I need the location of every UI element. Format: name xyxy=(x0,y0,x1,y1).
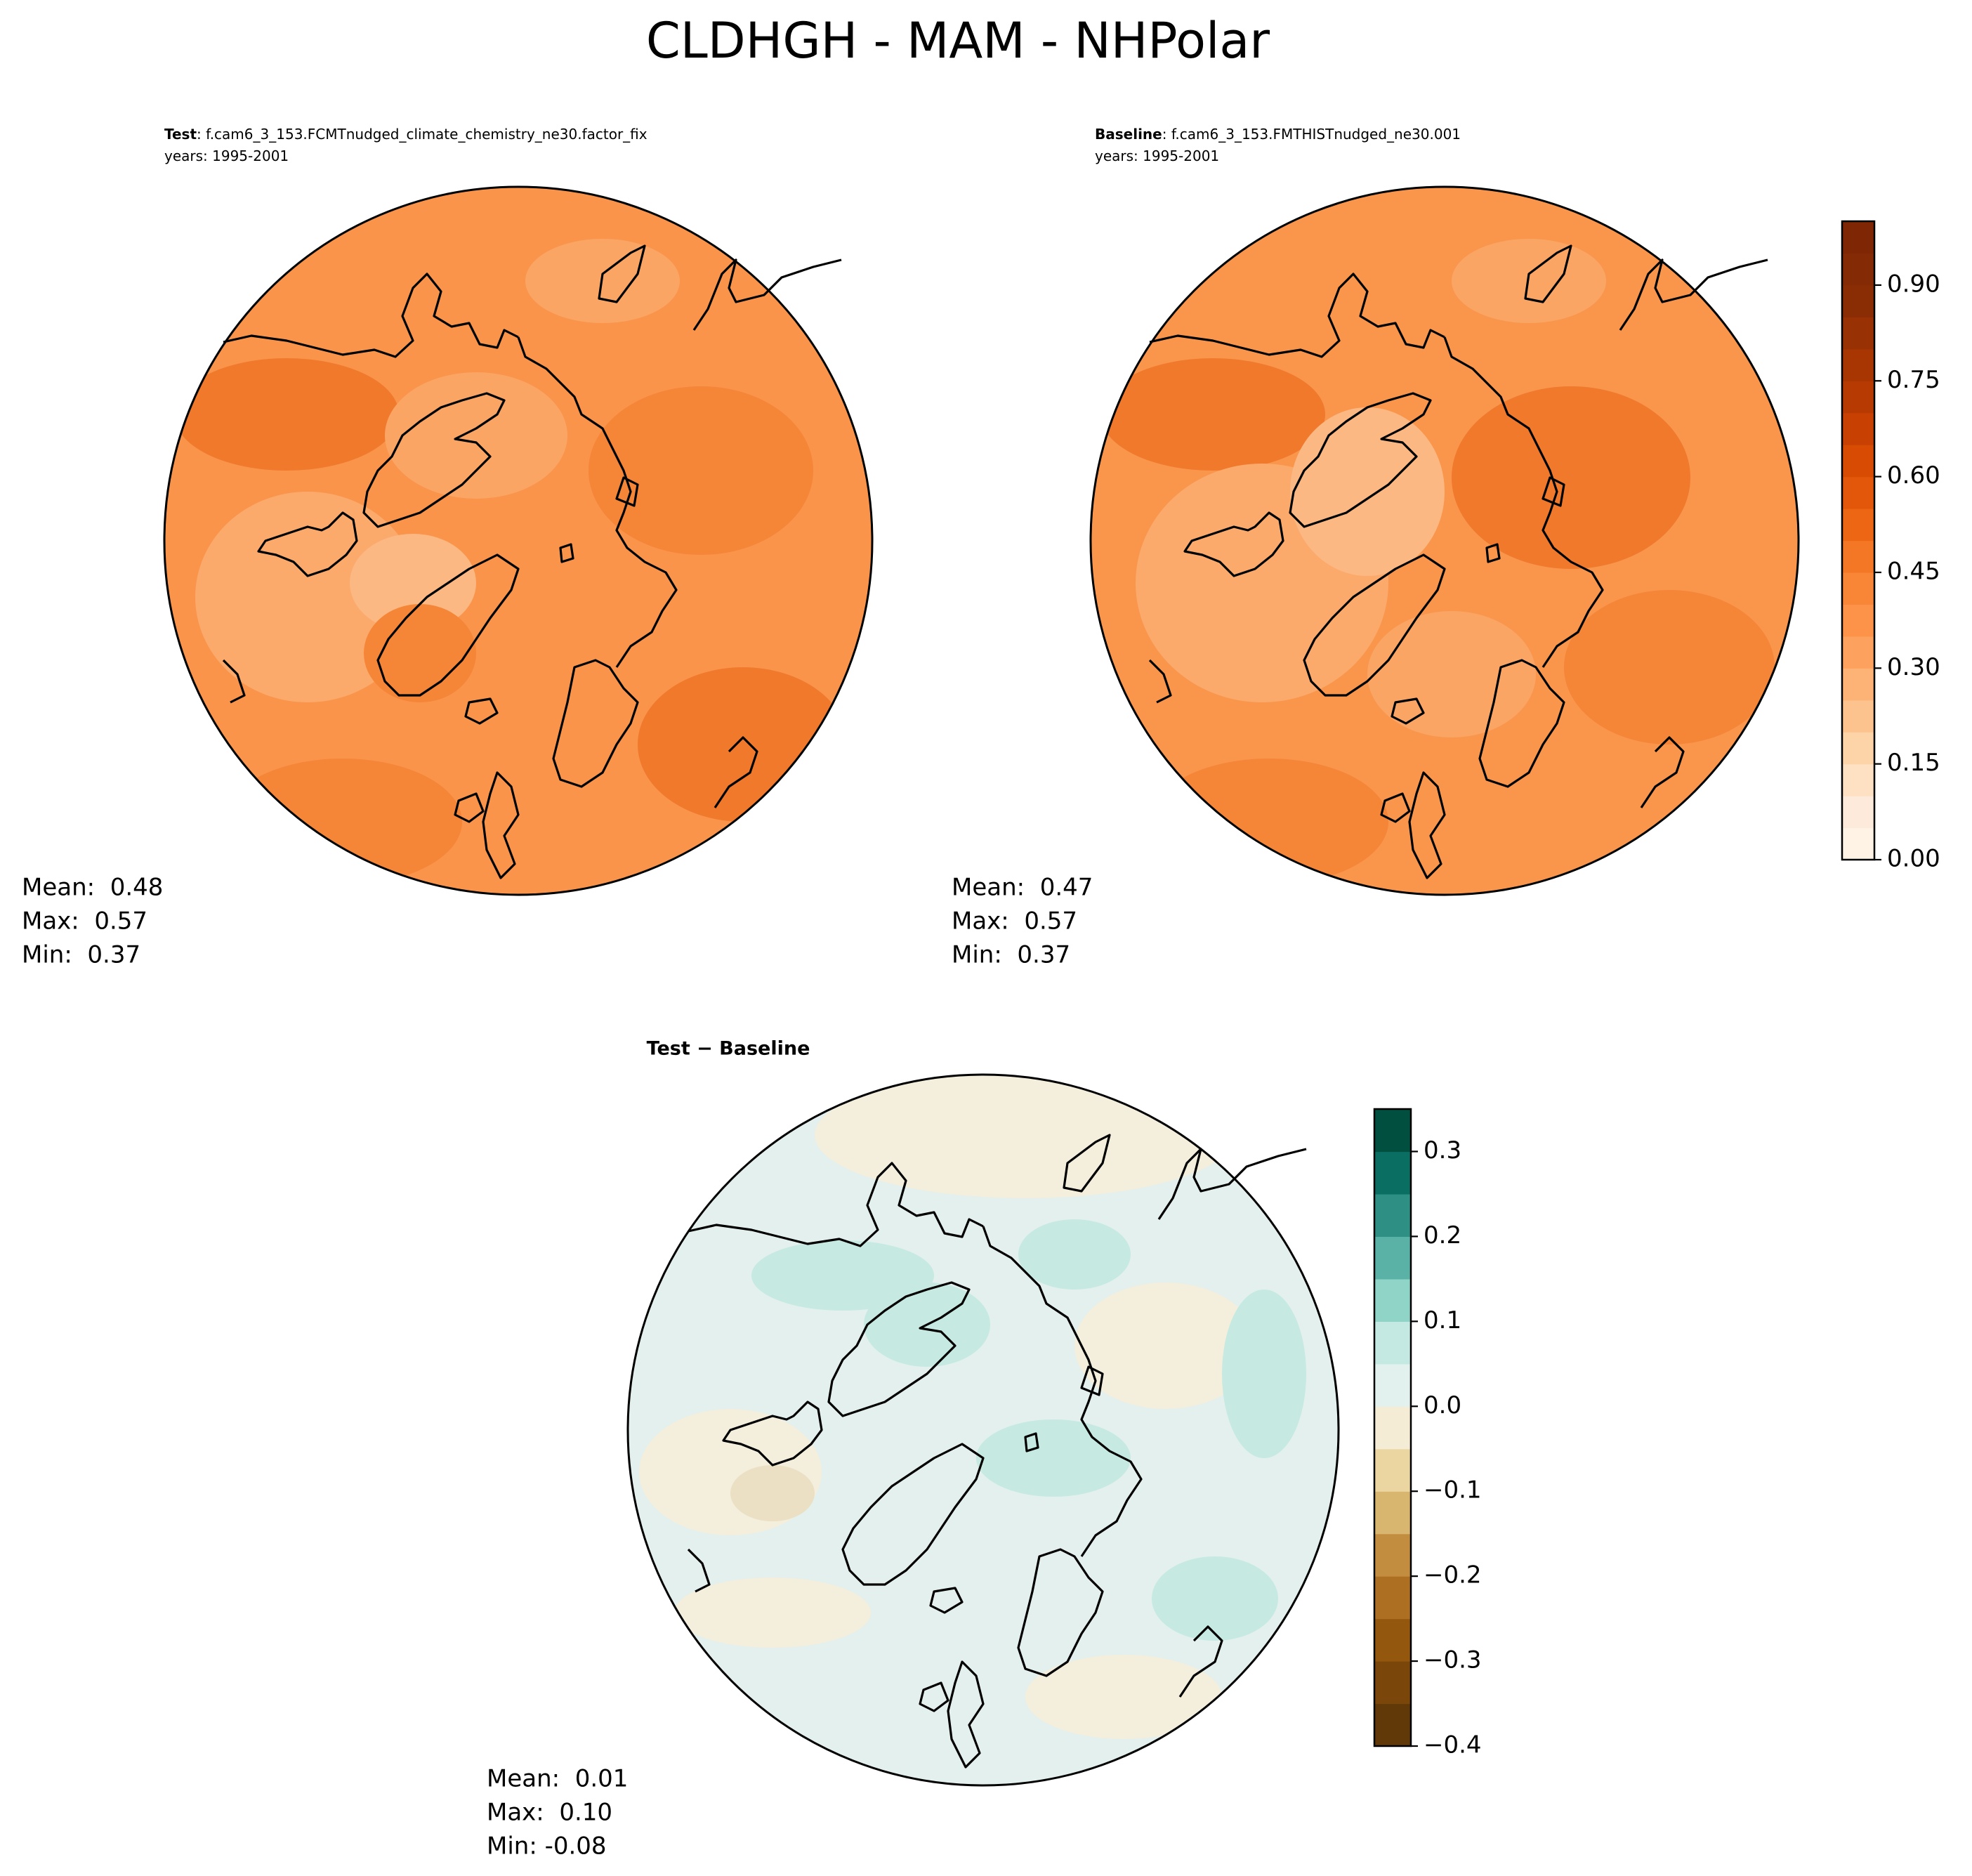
colorbar-tick-label: −0.4 xyxy=(1424,1731,1482,1759)
stat: Min: 0.37 xyxy=(952,941,1070,969)
stat: Mean: 0.48 xyxy=(22,874,163,902)
stat: Min: 0.37 xyxy=(22,941,140,969)
colorbar-segment xyxy=(1842,445,1874,478)
colorbar-tick-label: 0.3 xyxy=(1424,1136,1461,1165)
colorbar-segment xyxy=(1842,476,1874,509)
colorbar-frame xyxy=(1373,1108,1412,1747)
stat: Max: 0.57 xyxy=(22,907,147,936)
colorbar-segment xyxy=(1842,509,1874,542)
colorbar-segment xyxy=(1842,253,1874,286)
colorbar-segment xyxy=(1842,700,1874,733)
colorbar-segment xyxy=(1842,540,1874,573)
colorbar-segment xyxy=(1842,284,1874,317)
colorbar-tick-label: 0.15 xyxy=(1887,749,1940,777)
colorbar-segment xyxy=(1842,604,1874,637)
colorbar-tick-label: 0.00 xyxy=(1887,845,1940,873)
colorbar-segment xyxy=(1374,1278,1411,1322)
colorbar-segment xyxy=(1374,1448,1411,1492)
colorbar-segment xyxy=(1842,668,1874,701)
stat: Mean: 0.01 xyxy=(487,1765,628,1793)
colorbar-tick-label: −0.1 xyxy=(1424,1476,1482,1504)
colorbar-segment xyxy=(1374,1151,1411,1195)
colorbar-segment xyxy=(1842,317,1874,350)
years: years: 1995-2001 xyxy=(164,147,289,164)
colorbar-frame xyxy=(1841,220,1876,861)
colorbar-tick-label: 0.0 xyxy=(1424,1391,1461,1419)
colorbar-segment xyxy=(1842,412,1874,445)
colorbar-segment xyxy=(1374,1321,1411,1365)
colorbar-tick-label: 0.90 xyxy=(1887,270,1940,298)
colorbar-segment xyxy=(1374,1109,1411,1153)
panel-title: Test − Baseline xyxy=(647,1038,810,1060)
panel-header: Test: f.cam6_3_153.FCMTnudged_climate_ch… xyxy=(164,126,648,143)
case-id: : f.cam6_3_153.FCMTnudged_climate_chemis… xyxy=(197,126,648,143)
colorbar-segment xyxy=(1374,1576,1411,1620)
colorbar-segment xyxy=(1374,1703,1411,1747)
colorbar-segment xyxy=(1374,1618,1411,1662)
map xyxy=(1089,185,1800,896)
colorbar-segment xyxy=(1842,381,1874,414)
colorbar-segment xyxy=(1374,1533,1411,1577)
colorbar-segment xyxy=(1374,1193,1411,1237)
colorbar-segment xyxy=(1842,796,1874,829)
colorbar-tick-label: −0.2 xyxy=(1424,1561,1482,1589)
stat: Max: 0.57 xyxy=(952,907,1077,936)
colorbar-tick-label: 0.60 xyxy=(1887,461,1940,490)
colorbar-segment xyxy=(1842,572,1874,605)
panel-header: Baseline: f.cam6_3_153.FMTHISTnudged_ne3… xyxy=(1095,126,1461,143)
colorbar-segment xyxy=(1842,636,1874,669)
colorbar-tick-label: 0.2 xyxy=(1424,1221,1461,1249)
years: years: 1995-2001 xyxy=(1095,147,1219,164)
colorbar-tick-label: 0.1 xyxy=(1424,1306,1461,1334)
stat: Mean: 0.47 xyxy=(952,874,1093,902)
map xyxy=(163,185,874,896)
case-name: Baseline xyxy=(1095,126,1162,143)
colorbar-segment xyxy=(1374,1661,1411,1705)
case-name: Test xyxy=(164,126,197,143)
stat: Min: -0.08 xyxy=(487,1832,607,1861)
colorbar-segment xyxy=(1842,732,1874,765)
colorbar-tick-label: 0.30 xyxy=(1887,653,1940,681)
case-id: : f.cam6_3_153.FMTHISTnudged_ne30.001 xyxy=(1162,126,1461,143)
colorbar-tick-label: 0.45 xyxy=(1887,557,1940,585)
colorbar-segment xyxy=(1842,827,1874,860)
colorbar-segment xyxy=(1374,1406,1411,1450)
figure-title: CLDHGH - MAM - NHPolar xyxy=(646,12,1270,70)
colorbar-tick-label: 0.75 xyxy=(1887,366,1940,394)
colorbar-segment xyxy=(1374,1491,1411,1535)
stat: Max: 0.10 xyxy=(487,1799,612,1827)
colorbar-segment xyxy=(1374,1236,1411,1280)
colorbar-segment xyxy=(1842,221,1874,254)
colorbar-segment xyxy=(1842,348,1874,381)
map xyxy=(626,1073,1340,1787)
colorbar-tick-label: −0.3 xyxy=(1424,1646,1482,1674)
colorbar-segment xyxy=(1374,1363,1411,1407)
colorbar-segment xyxy=(1842,763,1874,796)
